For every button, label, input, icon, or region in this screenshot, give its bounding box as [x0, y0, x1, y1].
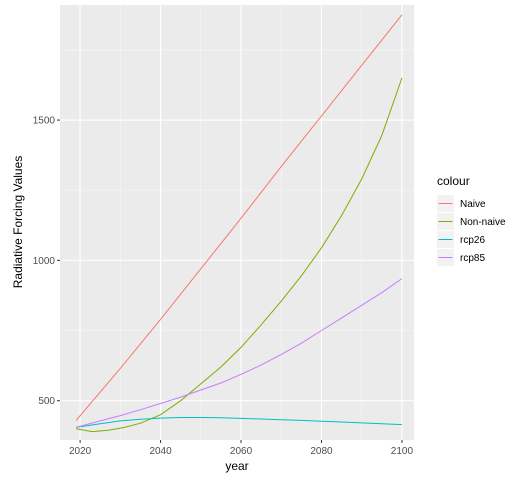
series-line-rcp85 — [75, 278, 403, 428]
series-line-rcp26 — [76, 417, 402, 428]
y-tick-label: 1000 — [33, 256, 56, 267]
series-line-non-naive — [76, 77, 403, 433]
y-tick-label: 1500 — [33, 116, 56, 127]
grid-lines — [60, 5, 414, 440]
x-axis-label: year — [225, 459, 248, 473]
legend-label-non-naive: Non-naive — [460, 217, 506, 228]
y-axis-label: Radiative Forcing Values — [11, 156, 25, 289]
x-tick-label: 2060 — [230, 446, 253, 457]
x-tick-label: 2080 — [310, 446, 333, 457]
legend: colour Naive Non-naive rcp26 rcp85 — [437, 174, 506, 266]
x-tick-label: 2100 — [391, 446, 414, 457]
plot-panel — [60, 5, 414, 440]
legend-items: Naive Non-naive rcp26 rcp85 — [437, 195, 506, 266]
x-axis-ticks: 2020 2040 2060 2080 2100 — [69, 440, 414, 457]
legend-label-rcp85: rcp85 — [460, 253, 485, 264]
x-tick-label: 2040 — [149, 446, 172, 457]
legend-label-rcp26: rcp26 — [460, 235, 485, 246]
x-tick-label: 2020 — [69, 446, 92, 457]
series-lines — [75, 14, 403, 433]
y-axis-ticks: 500 1000 1500 — [33, 116, 60, 407]
legend-title: colour — [437, 174, 470, 188]
legend-label-naive: Naive — [460, 199, 486, 210]
y-tick-label: 500 — [38, 396, 55, 407]
series-line-naive — [75, 14, 403, 421]
